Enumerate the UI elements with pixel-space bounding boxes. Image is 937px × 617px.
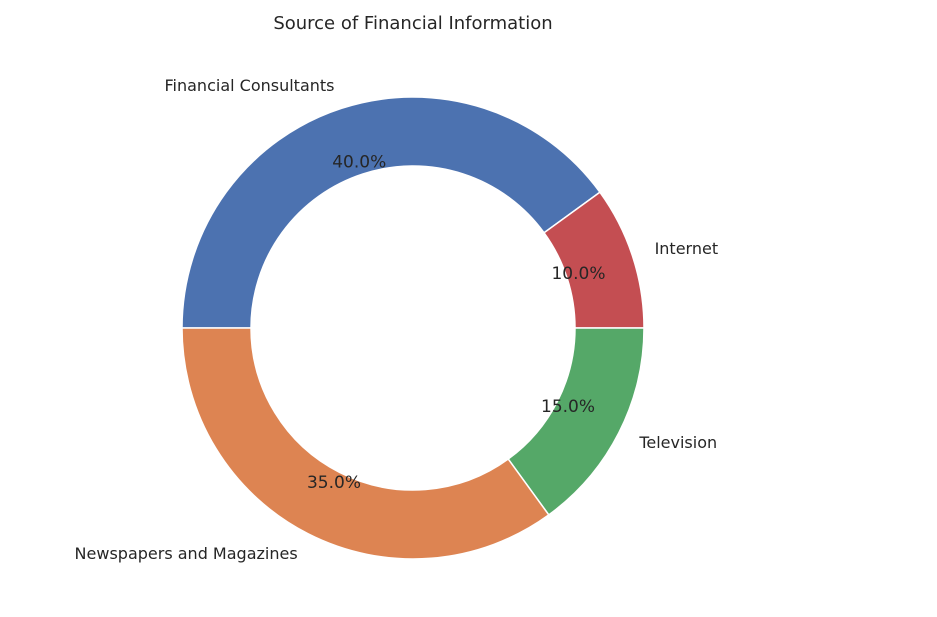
slice-financial-consultants: [181, 96, 601, 329]
label-internet: Internet: [655, 239, 719, 258]
label-financial-consultants: Financial Consultants: [165, 76, 335, 95]
labels-group: Financial Consultants 40.0% Internet 10.0% T…: [75, 76, 719, 563]
slices-group: [181, 96, 645, 560]
pct-label-newspapers-and-magazines: 35.0%: [307, 473, 361, 493]
label-newspapers-and-magazines: Newspapers and Magazines: [75, 544, 298, 563]
chart-title: Source of Financial Information: [273, 13, 552, 34]
pct-label-television: 15.0%: [541, 397, 595, 417]
label-television: Television: [638, 433, 717, 452]
pct-label-internet: 10.0%: [551, 264, 605, 284]
slice-newspapers-and-magazines: [181, 327, 550, 560]
pct-label-financial-consultants: 40.0%: [332, 153, 386, 173]
